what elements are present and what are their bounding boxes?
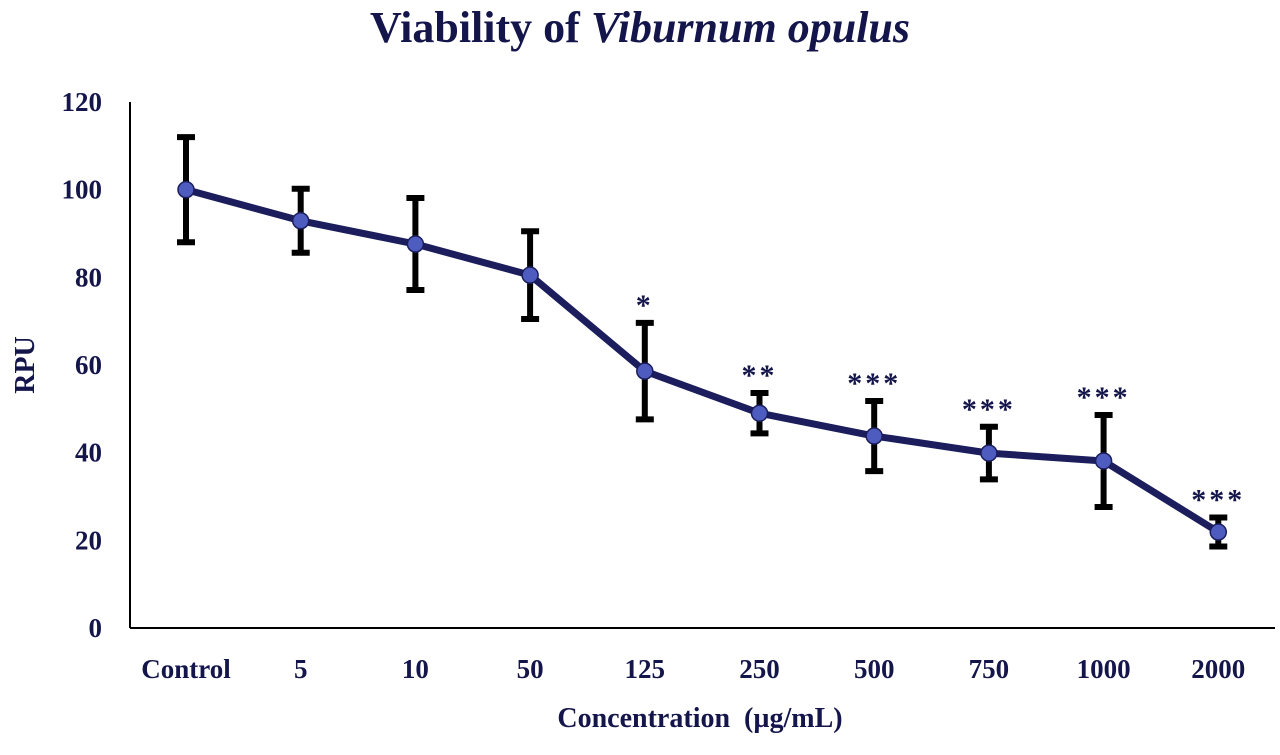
y-tick-label: 60 (75, 350, 102, 380)
y-tick-label: 0 (89, 613, 103, 643)
chart-title: Viability of Viburnum opulus (370, 3, 910, 52)
data-point (1209, 523, 1228, 541)
x-tick-label: 250 (739, 654, 780, 684)
data-point (521, 266, 539, 284)
y-tick-label: 120 (62, 87, 103, 117)
significance-label: ** (742, 359, 778, 392)
x-tick-label: 1000 (1077, 654, 1131, 684)
y-tick-label: 40 (75, 438, 102, 468)
x-axis-label: Concentration (µg/mL) (557, 703, 842, 734)
x-tick-label: 10 (402, 654, 429, 684)
y-tick-label: 80 (75, 262, 102, 292)
x-tick-label: 125 (625, 654, 666, 684)
y-tick-label: 20 (75, 525, 102, 555)
x-tick-label: 5 (294, 654, 308, 684)
data-point (636, 362, 654, 380)
x-tick-label: 500 (854, 654, 895, 684)
data-point (291, 212, 310, 230)
significance-label: *** (847, 367, 901, 400)
significance-label: *** (962, 393, 1016, 426)
x-tick-label: 2000 (1191, 654, 1245, 684)
x-tick-label: 750 (969, 654, 1010, 684)
data-point (865, 427, 883, 445)
significance-label: *** (1191, 484, 1245, 517)
significance-label: *** (1077, 381, 1131, 414)
x-tick-label: 50 (517, 654, 544, 684)
y-axis-label: RPU (10, 336, 41, 394)
data-point (750, 404, 769, 422)
data-point (980, 444, 998, 462)
data-point (1094, 452, 1113, 470)
x-tick-label: Control (141, 654, 231, 684)
data-point (177, 180, 195, 199)
significance-label: * (636, 289, 654, 322)
y-tick-label: 100 (62, 175, 103, 205)
series-line (185, 186, 1221, 535)
data-point (406, 235, 425, 253)
